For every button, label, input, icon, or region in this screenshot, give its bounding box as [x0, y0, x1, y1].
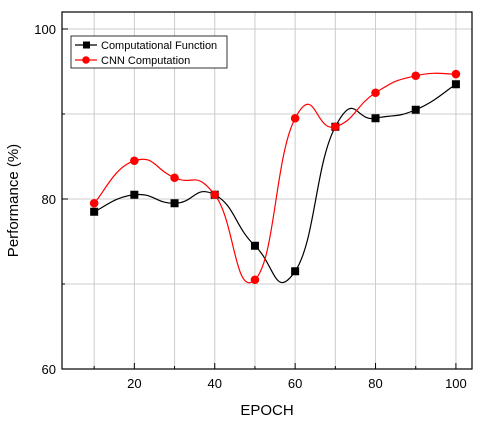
data-point-circle — [290, 113, 300, 123]
series-computational-function — [90, 80, 460, 284]
axis-ticks: 20 40 60 80 100 60 80 100 — [34, 22, 466, 391]
legend-square-marker — [83, 41, 90, 49]
series-cnn-computation — [89, 69, 461, 285]
data-point-circle — [89, 198, 99, 208]
data-point-circle — [331, 122, 340, 132]
x-tick-label: 100 — [445, 376, 467, 391]
data-point-square — [371, 114, 380, 123]
data-point-square — [170, 199, 179, 208]
series-line — [93, 83, 457, 284]
legend-box — [70, 35, 228, 69]
data-point-circle — [451, 69, 461, 79]
data-point-square — [90, 207, 99, 216]
y-tick-label: 100 — [34, 22, 56, 37]
legend-item-computational-function: Computational Function — [75, 40, 217, 52]
plot-frame — [61, 11, 473, 370]
legend: Computational Function CNN Computation — [70, 35, 228, 69]
series-line — [93, 72, 456, 284]
x-tick-label: 20 — [127, 376, 141, 391]
data-point-circle — [170, 173, 179, 183]
data-point-square — [451, 80, 460, 89]
data-point-square — [130, 190, 139, 199]
x-tick-label: 80 — [368, 376, 382, 391]
legend-circle-marker — [82, 56, 90, 64]
data-point-square — [250, 241, 259, 250]
data-point-circle — [411, 71, 421, 81]
legend-label-computational-function: Computational Function — [101, 40, 217, 52]
data-point-circle — [250, 275, 260, 285]
series-layer — [89, 69, 461, 285]
data-point-circle — [210, 190, 220, 200]
y-tick-label: 60 — [42, 362, 56, 377]
y-axis-title: Performance (%) — [5, 144, 22, 257]
x-tick-label: 40 — [208, 376, 222, 391]
data-point-square — [411, 105, 420, 114]
legend-label-cnn-computation: CNN Computation — [101, 55, 190, 67]
data-point-circle — [130, 156, 139, 166]
x-axis-title: EPOCH — [240, 402, 293, 419]
x-tick-label: 60 — [288, 376, 302, 391]
data-point-circle — [371, 88, 380, 98]
legend-item-cnn-computation: CNN Computation — [75, 55, 190, 67]
y-tick-label: 80 — [42, 192, 56, 207]
data-point-square — [291, 267, 300, 276]
